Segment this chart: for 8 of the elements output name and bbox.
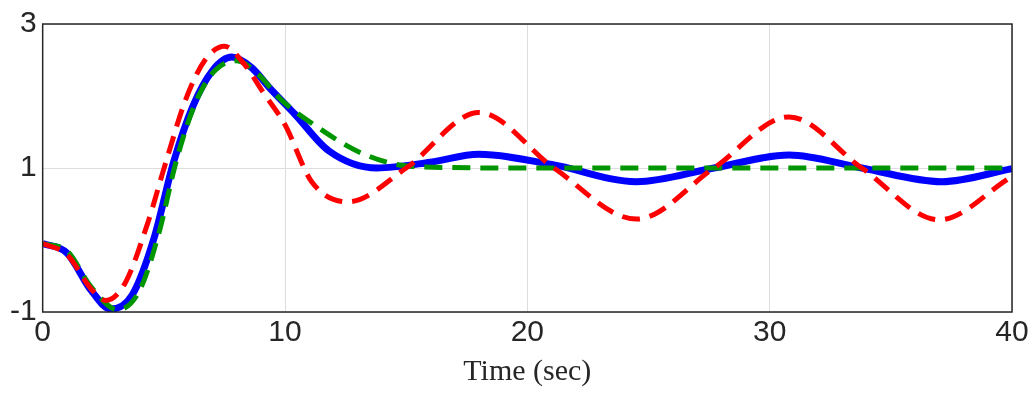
x-tick-label: 20 [510,314,545,348]
x-tick-label: 40 [995,314,1029,348]
y-tick-label: -1 [9,293,37,327]
x-axis-title: Time (sec) [463,352,592,387]
x-tick-label: 30 [752,314,787,348]
x-tick-label: 10 [268,314,302,348]
y-tick-label: 3 [19,5,37,39]
y-tick-label: 1 [19,149,37,183]
